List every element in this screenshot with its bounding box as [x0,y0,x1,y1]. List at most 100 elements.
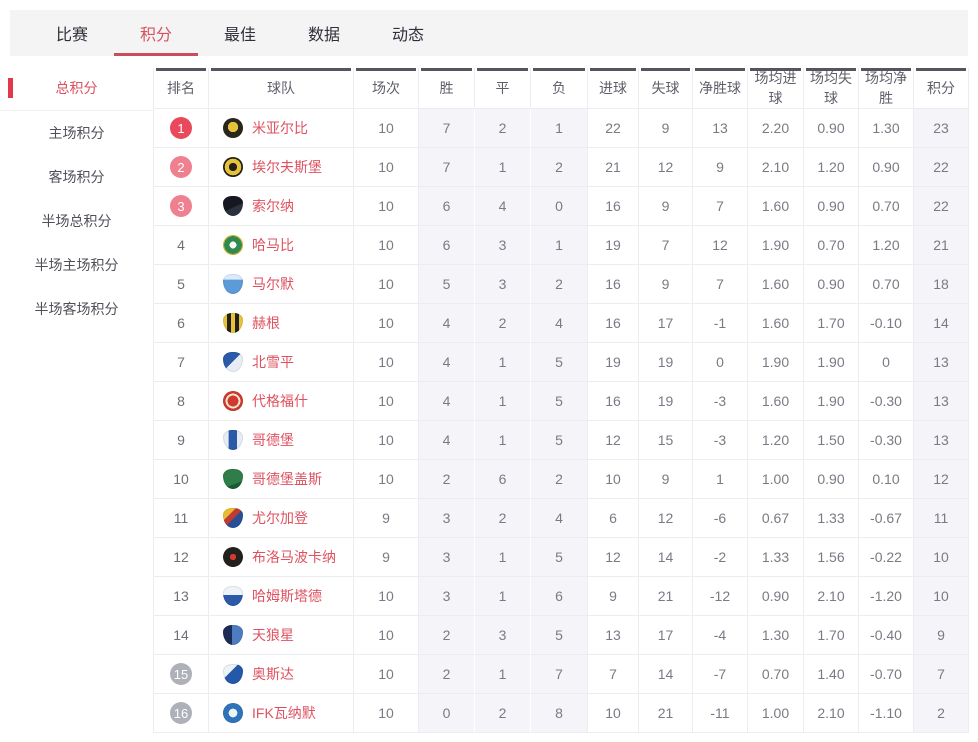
team-name-link[interactable]: 奥斯达 [252,666,294,682]
sidebar-item-halftime-total-points[interactable]: 半场总积分 [0,199,153,243]
team-name-link[interactable]: 哈姆斯塔德 [252,588,322,604]
team-name-link[interactable]: 埃尔夫斯堡 [252,159,322,175]
tab-standings[interactable]: 积分 [114,10,198,56]
table-row: 13 哈姆斯塔德 10 3 1 6 9 21 -12 0.90 2.10 -1.20 10 [154,577,969,616]
team-logo-icon [223,586,243,606]
cell-points: 10 [914,538,969,577]
cell-avg-goals-for: 1.00 [748,694,804,733]
rank-number: 13 [173,588,189,604]
tab-best[interactable]: 最佳 [223,27,256,44]
cell-avg-goals-against: 1.40 [804,655,859,694]
cell-team: 代格福什 [209,382,354,421]
team-logo-icon [223,508,243,528]
cell-goals-against: 14 [639,655,693,694]
sidebar-item-home-points[interactable]: 主场积分 [0,111,153,155]
cell-draw: 2 [475,109,531,148]
cell-points: 18 [914,265,969,304]
table-row: 5 马尔默 10 5 3 2 16 9 7 1.60 0.90 0.70 18 [154,265,969,304]
cell-avg-goals-for: 0.70 [748,655,804,694]
col-header-1: 球队 [209,68,354,109]
cell-goals-against: 7 [639,226,693,265]
cell-avg-goals-against: 1.20 [804,148,859,187]
rank-number: 10 [173,471,189,487]
team-name-link[interactable]: 天狼星 [252,627,294,643]
cell-avg-goal-diff: -0.22 [859,538,914,577]
cell-draw: 4 [475,187,531,226]
cell-goals-against: 12 [639,499,693,538]
team-name-link[interactable]: IFK瓦纳默 [252,705,316,721]
cell-goals-for: 16 [588,265,639,304]
team-name-link[interactable]: 尤尔加登 [252,510,308,526]
table-row: 12 布洛马波卡纳 9 3 1 5 12 14 -2 1.33 1.56 -0.22 10 [154,538,969,577]
rank-badge: 3 [170,195,192,217]
sidebar-item-halftime-away-points[interactable]: 半场客场积分 [0,287,153,331]
table-row: 7 北雪平 10 4 1 5 19 19 0 1.90 1.90 0 13 [154,343,969,382]
rank-number: 7 [177,354,185,370]
cell-rank: 14 [154,616,209,655]
cell-goal-diff: 7 [693,265,748,304]
team-name-link[interactable]: 马尔默 [252,276,294,292]
cell-avg-goal-diff: -0.67 [859,499,914,538]
cell-goal-diff: 13 [693,109,748,148]
team-name-link[interactable]: 哥德堡盖斯 [252,471,322,487]
tab-news[interactable]: 动态 [391,27,424,44]
cell-played: 10 [354,187,419,226]
cell-avg-goals-for: 1.20 [748,421,804,460]
tab-matches[interactable]: 比赛 [55,27,88,44]
col-header-10: 场均失球 [804,68,859,109]
cell-goals-for: 22 [588,109,639,148]
cell-goal-diff: -7 [693,655,748,694]
team-name-link[interactable]: 哈马比 [252,237,294,253]
sidebar-item-away-points[interactable]: 客场积分 [0,155,153,199]
team-name-link[interactable]: 代格福什 [252,393,308,409]
team-name-link[interactable]: 索尔纳 [252,198,294,214]
team-name-link[interactable]: 米亚尔比 [252,120,308,136]
team-name-link[interactable]: 赫根 [252,315,280,331]
cell-rank: 10 [154,460,209,499]
cell-points: 11 [914,499,969,538]
cell-points: 21 [914,226,969,265]
cell-loss: 0 [531,187,588,226]
rank-number: 6 [177,315,185,331]
team-name-link[interactable]: 哥德堡 [252,432,294,448]
rank-badge: 2 [170,156,192,178]
team-logo-icon [223,703,243,723]
cell-loss: 4 [531,304,588,343]
rank-badge: 15 [170,663,192,685]
table-row: 15 奥斯达 10 2 1 7 7 14 -7 0.70 1.40 -0.70 7 [154,655,969,694]
cell-avg-goals-for: 0.67 [748,499,804,538]
cell-avg-goal-diff: -0.10 [859,304,914,343]
cell-goals-for: 19 [588,226,639,265]
col-header-8: 净胜球 [693,68,748,109]
cell-played: 9 [354,538,419,577]
cell-goals-for: 12 [588,421,639,460]
tab-stats[interactable]: 数据 [307,27,340,44]
cell-rank: 4 [154,226,209,265]
cell-win: 6 [419,187,475,226]
cell-loss: 5 [531,538,588,577]
cell-goals-against: 9 [639,109,693,148]
team-name-link[interactable]: 布洛马波卡纳 [252,549,336,565]
cell-avg-goals-against: 0.90 [804,187,859,226]
cell-goals-against: 21 [639,577,693,616]
cell-played: 10 [354,148,419,187]
rank-number: 9 [177,432,185,448]
sidebar-item-label: 半场主场积分 [34,257,119,273]
standings-table: 排名 球队 场次胜平负进球 失球 净胜球 场均进球 场均失球 场均净胜 积分 1 米亚尔比 10 7 2… [153,68,969,733]
cell-rank: 5 [154,265,209,304]
sidebar-item-total-points[interactable]: 总积分 [0,66,153,111]
cell-played: 10 [354,304,419,343]
cell-win: 7 [419,148,475,187]
sidebar-item-halftime-home-points[interactable]: 半场主场积分 [0,243,153,287]
table-row: 9 哥德堡 10 4 1 5 12 15 -3 1.20 1.50 -0.30 13 [154,421,969,460]
cell-rank: 7 [154,343,209,382]
team-name-link[interactable]: 北雪平 [252,354,294,370]
cell-rank: 1 [154,109,209,148]
cell-team: 哥德堡 [209,421,354,460]
cell-avg-goals-for: 1.33 [748,538,804,577]
team-logo-icon [223,274,243,294]
cell-loss: 5 [531,421,588,460]
cell-team: 奥斯达 [209,655,354,694]
cell-points: 22 [914,187,969,226]
cell-goals-against: 9 [639,187,693,226]
